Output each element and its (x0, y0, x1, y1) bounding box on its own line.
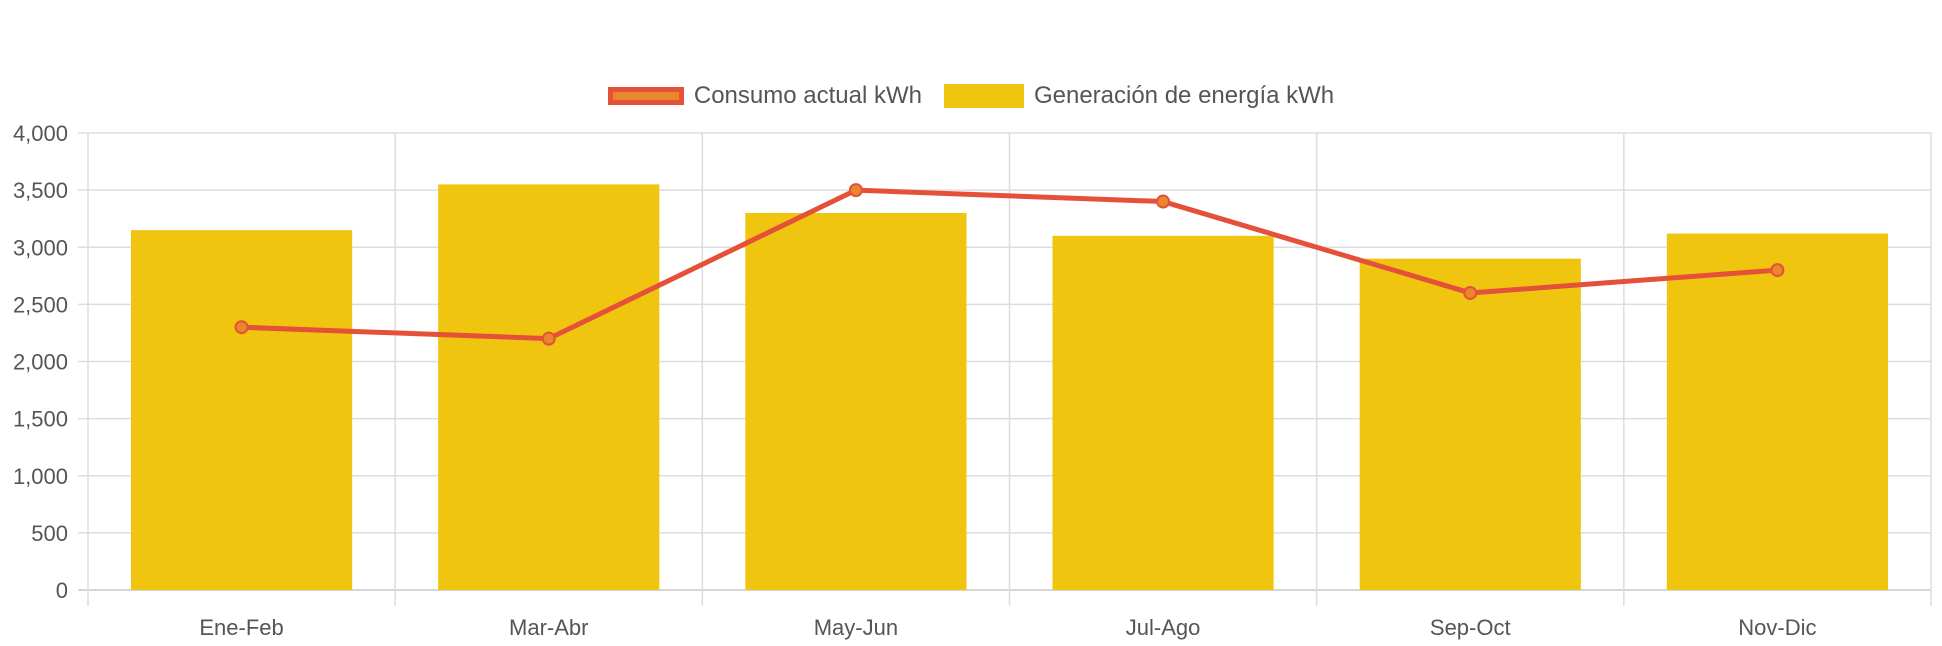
y-tick-label: 0 (56, 578, 68, 603)
x-tick-label: Sep-Oct (1430, 615, 1511, 640)
point-consumo (541, 331, 556, 346)
point-consumo (1156, 194, 1171, 209)
legend-item-consumo[interactable]: Consumo actual kWh (607, 82, 922, 110)
bar-generacion (438, 184, 660, 590)
y-tick-label: 2,000 (13, 350, 68, 375)
legend-swatch-generacion (943, 84, 1024, 108)
point-consumo (1770, 263, 1785, 278)
legend-swatch-consumo (607, 87, 684, 105)
x-tick-label: Nov-Dic (1738, 615, 1816, 640)
bar-generacion (1052, 235, 1274, 590)
x-tick-label: Jul-Ago (1126, 615, 1201, 640)
line-consumo (241, 187, 1778, 342)
x-tick-label: Ene-Feb (199, 615, 283, 640)
y-tick-label: 4,000 (13, 121, 68, 146)
y-tick-label: 1,000 (13, 464, 68, 489)
bar-generacion (131, 230, 353, 591)
y-tick-label: 3,500 (13, 178, 68, 203)
x-tick-label: May-Jun (814, 615, 898, 640)
chart-legend: Consumo actual kWh Generación de energía… (0, 82, 1942, 110)
legend-item-generacion[interactable]: Generación de energía kWh (943, 82, 1335, 110)
y-tick-label: 1,500 (13, 407, 68, 432)
bar-generacion (1666, 233, 1888, 591)
bar-generacion (745, 212, 967, 590)
point-consumo (1463, 285, 1478, 300)
point-consumo (234, 320, 249, 335)
y-tick-label: 500 (31, 521, 68, 546)
legend-label-generacion: Generación de energía kWh (1033, 82, 1335, 109)
y-tick-label: 2,500 (13, 292, 68, 317)
bar-generacion (1359, 258, 1581, 590)
x-tick-label: Mar-Abr (509, 615, 588, 640)
legend-label-consumo: Consumo actual kWh (693, 82, 922, 109)
point-consumo (848, 183, 863, 198)
y-tick-label: 3,000 (13, 235, 68, 260)
